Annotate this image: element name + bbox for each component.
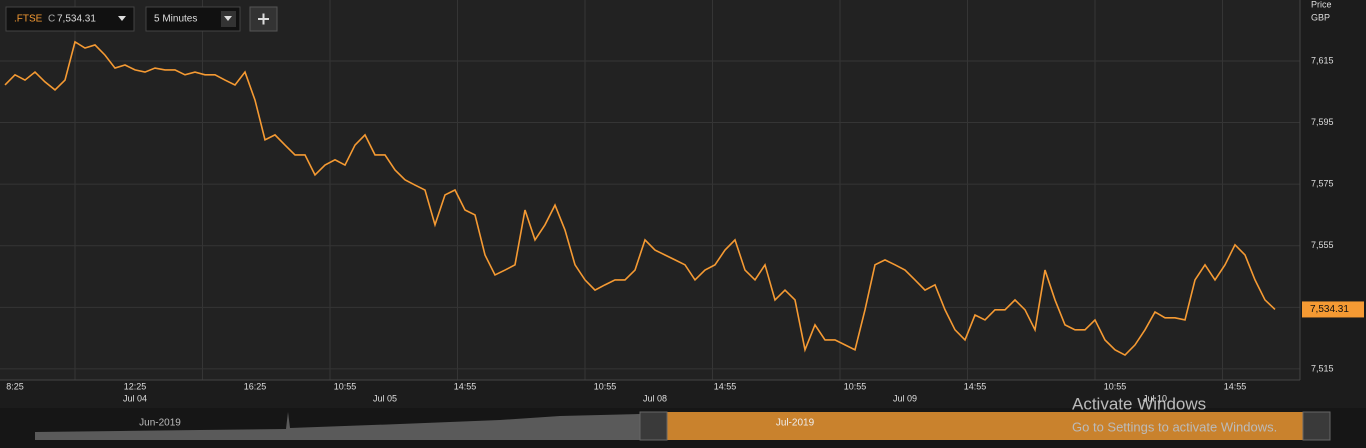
symbol: .FTSE	[14, 14, 43, 25]
plot-area	[0, 0, 1300, 380]
navigator-selection[interactable]	[667, 412, 1303, 440]
x-tick-label: 14:55	[964, 381, 987, 391]
x-tick-label: 14:55	[454, 381, 477, 391]
dropdown-arrow	[118, 16, 126, 21]
symbol-box[interactable]	[5, 6, 135, 32]
plus-icon	[258, 13, 269, 25]
month-label: Jul-2019	[776, 418, 815, 429]
y-tick-label: 7,575	[1311, 179, 1334, 189]
navigator-handle[interactable]	[639, 411, 668, 441]
x-tick-label: 14:55	[1224, 381, 1247, 391]
date-label: Jul 08	[643, 393, 667, 403]
y-tick-label: 7,515	[1311, 363, 1334, 373]
last-price-box	[1302, 301, 1364, 318]
x-tick-label: 10:55	[844, 381, 867, 391]
interval: 5 Minutes	[154, 14, 197, 25]
watermark-subtitle: Go to Settings to activate Windows.	[1072, 419, 1277, 434]
axis-title: Price	[1311, 0, 1332, 9]
x-tick-label: 12:25	[124, 381, 147, 391]
x-tick-label: 16:25	[244, 381, 267, 391]
y-tick-label: 7,595	[1311, 117, 1334, 127]
y-tick-label: 7,555	[1311, 240, 1334, 250]
date-label: Jul 04	[123, 393, 147, 403]
dropdown-arrow	[224, 16, 232, 21]
close-prefix: C	[48, 14, 55, 25]
x-tick-label: 14:55	[714, 381, 737, 391]
navigator-handle[interactable]	[1302, 411, 1331, 441]
x-tick-label: 10:55	[594, 381, 617, 391]
y-tick-label: 7,615	[1311, 55, 1334, 65]
date-label: Jul 10	[1143, 393, 1167, 403]
date-label: Jul 05	[373, 393, 397, 403]
x-tick-label: 10:55	[334, 381, 357, 391]
grid	[0, 0, 1300, 380]
x-tick-label: 10:55	[1104, 381, 1127, 391]
month-label: Jun-2019	[139, 418, 181, 429]
watermark-title: Activate Windows	[1072, 394, 1206, 413]
currency: GBP	[1311, 12, 1330, 22]
close-price: 7,534.31	[57, 14, 96, 25]
price-line	[4, 40, 1276, 357]
last-price-label: 7,534.31	[1310, 304, 1349, 315]
x-tick-label: 8:25	[6, 381, 24, 391]
date-label: Jul 09	[893, 393, 917, 403]
navigator-history	[35, 412, 640, 440]
